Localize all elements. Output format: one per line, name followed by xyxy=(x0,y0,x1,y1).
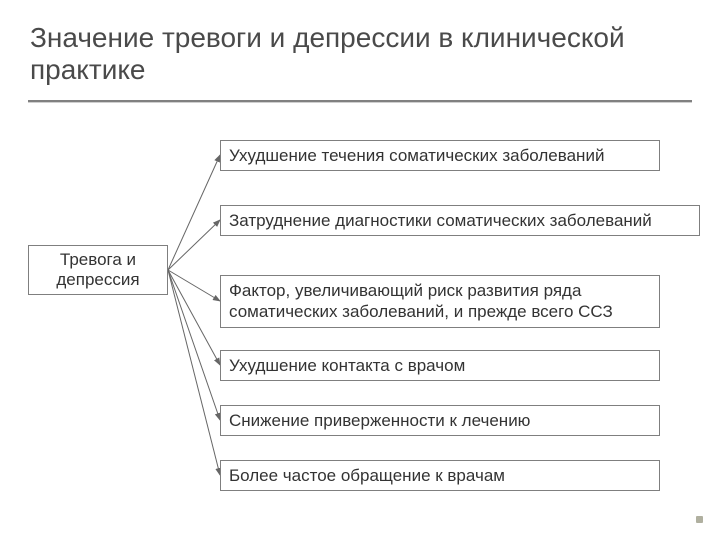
connector-arrow xyxy=(168,155,220,270)
title-underline xyxy=(28,100,692,102)
slide: Значение тревоги и депрессии в клиническ… xyxy=(0,0,720,540)
target-node: Фактор, увеличивающий риск развития ряда… xyxy=(220,275,660,328)
source-label: Тревога и депрессия xyxy=(39,250,157,290)
target-node: Ухудшение течения соматических заболеван… xyxy=(220,140,660,171)
target-node: Более частое обращение к врачам xyxy=(220,460,660,491)
corner-decoration xyxy=(696,516,703,523)
target-node: Ухудшение контакта с врачом xyxy=(220,350,660,381)
source-node: Тревога и депрессия xyxy=(28,245,168,295)
target-label: Фактор, увеличивающий риск развития ряда… xyxy=(229,281,613,321)
target-label: Более частое обращение к врачам xyxy=(229,466,505,485)
connector-arrow xyxy=(168,270,220,420)
connector-arrow xyxy=(168,270,220,301)
target-node: Снижение приверженности к лечению xyxy=(220,405,660,436)
target-label: Ухудшение течения соматических заболеван… xyxy=(229,146,604,165)
connector-arrow xyxy=(168,270,220,475)
connector-arrow xyxy=(168,220,220,270)
connector-arrow xyxy=(168,270,220,365)
target-node: Затруднение диагностики соматических заб… xyxy=(220,205,700,236)
target-label: Затруднение диагностики соматических заб… xyxy=(229,211,652,230)
slide-title: Значение тревоги и депрессии в клиническ… xyxy=(30,22,690,86)
target-label: Ухудшение контакта с врачом xyxy=(229,356,465,375)
target-label: Снижение приверженности к лечению xyxy=(229,411,530,430)
